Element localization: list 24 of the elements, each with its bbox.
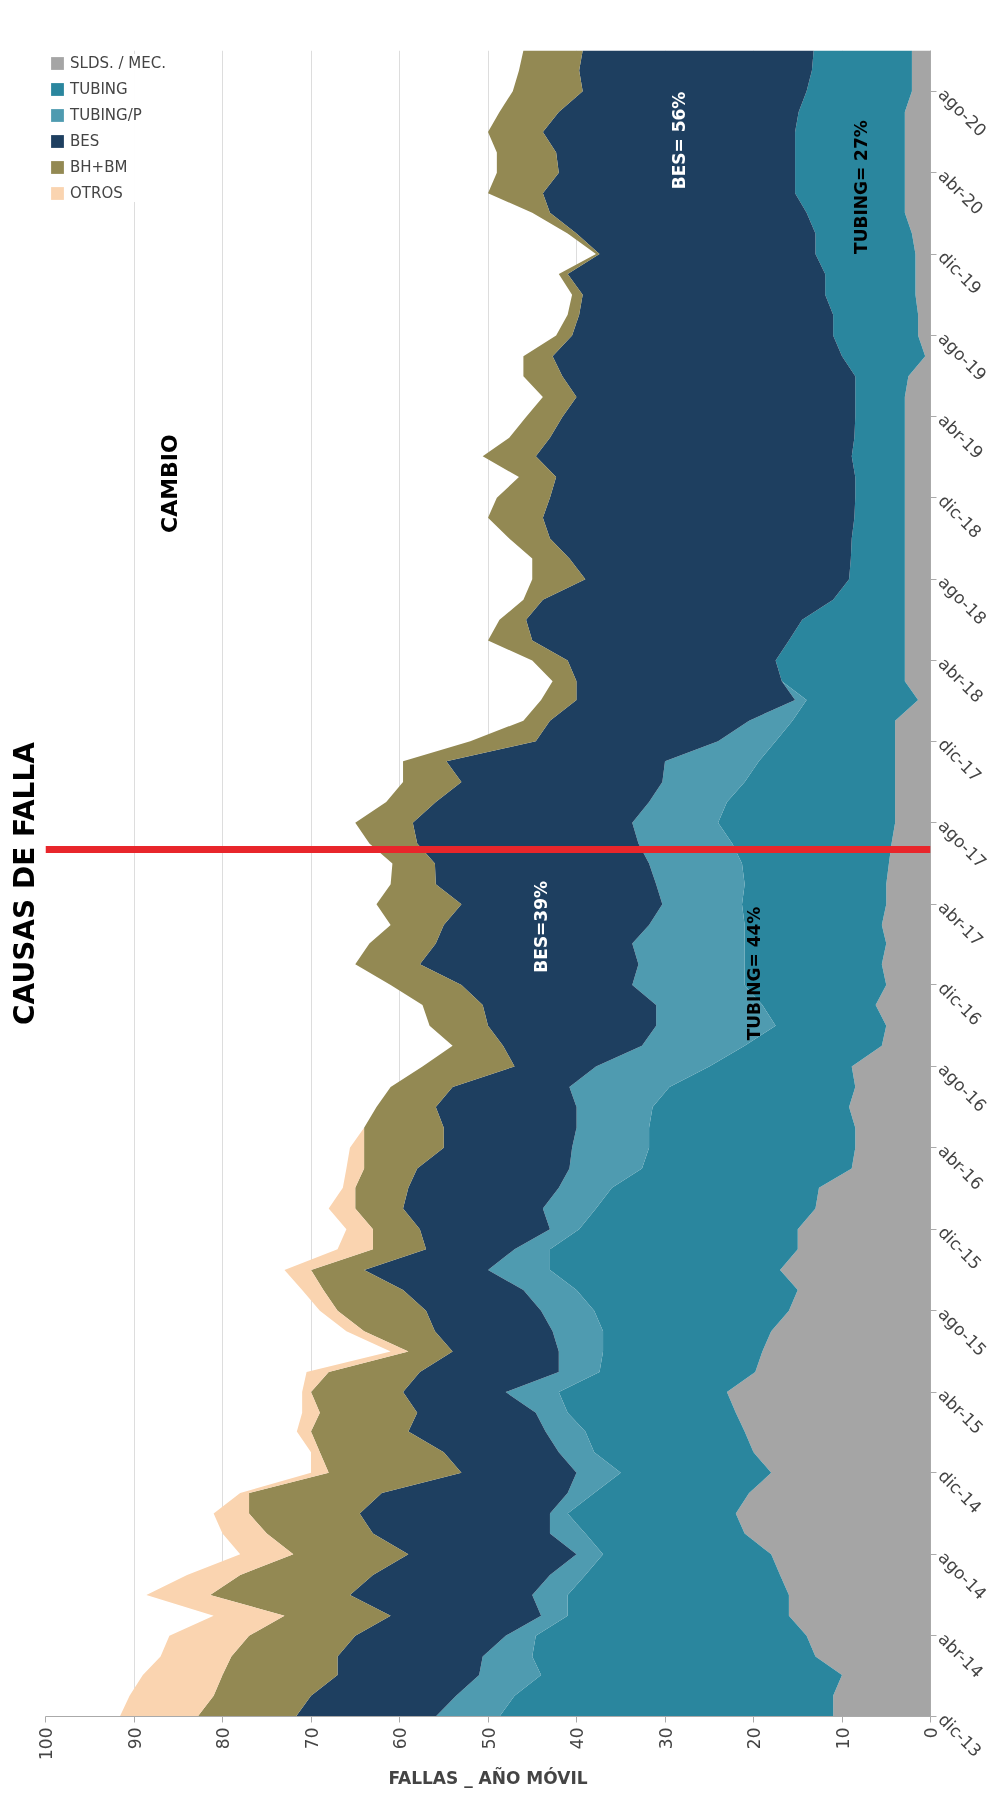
x-tick-label: 100 [36, 1727, 56, 1760]
annotation: BES= 56% [669, 91, 690, 190]
x-axis-title: FALLAS _ AÑO MÓVIL [388, 1765, 588, 1788]
legend-label: BES [70, 132, 100, 150]
annotation: TUBING= 27% [851, 120, 872, 254]
legend-label: TUBING [70, 80, 128, 98]
x-tick-label: 10 [832, 1727, 853, 1750]
x-tick-label: 70 [301, 1727, 322, 1750]
annotation: CAMBIO [156, 434, 182, 534]
x-tick-label: 60 [390, 1727, 410, 1750]
annotation: BES=39% [531, 880, 552, 973]
x-tick-label: 0 [921, 1727, 941, 1739]
legend-label: TUBING/P [70, 106, 142, 124]
text: CAUSAS DE FALLA [7, 741, 41, 1025]
x-tick-label: 80 [213, 1727, 233, 1750]
annotation: TUBING= 44% [743, 906, 764, 1041]
x-tick-label: 40 [567, 1727, 587, 1750]
x-tick-label: 20 [744, 1727, 764, 1750]
x-tick-label: 50 [478, 1727, 499, 1750]
x-tick-label: 90 [124, 1727, 145, 1750]
legend-label: SLDS. / MEC. [70, 54, 166, 72]
legend-label: OTROS [70, 184, 123, 202]
legend-label: BH+BM [70, 158, 128, 176]
x-tick-label: 30 [655, 1727, 676, 1750]
